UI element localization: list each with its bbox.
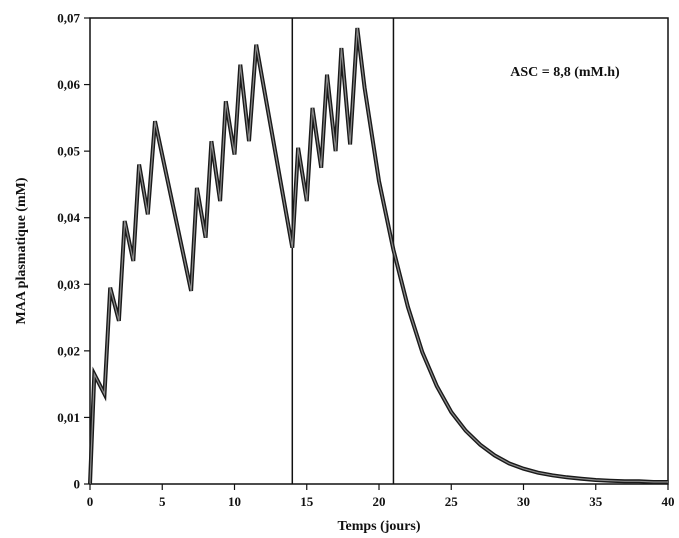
y-tick-label: 0,07 — [57, 11, 80, 26]
x-tick-label: 40 — [662, 494, 675, 509]
x-tick-label: 35 — [589, 494, 603, 509]
y-tick-label: 0,03 — [57, 277, 80, 292]
x-axis-title: Temps (jours) — [337, 519, 420, 534]
plot-area — [89, 17, 669, 485]
y-tick-label: 0,01 — [57, 410, 80, 425]
series-line — [88, 27, 668, 485]
y-tick-label: 0,05 — [57, 144, 80, 159]
series-layer — [88, 27, 668, 485]
x-tick-label: 25 — [445, 494, 459, 509]
x-tick-label: 30 — [517, 494, 530, 509]
x-tick-label: 5 — [159, 494, 166, 509]
vertical-markers — [291, 18, 395, 484]
x-tick-label: 10 — [228, 494, 241, 509]
y-tick-label: 0,06 — [57, 77, 80, 92]
y-axis-title: MAA plasmatique (mM) — [14, 177, 29, 324]
x-axis: 0 5 10 15 20 25 30 35 40 — [87, 484, 675, 509]
x-tick-label: 20 — [373, 494, 386, 509]
x-tick-label: 0 — [87, 494, 94, 509]
y-tick-label: 0 — [74, 477, 81, 492]
auc-annotation: ASC = 8,8 (mM.h) — [510, 65, 620, 80]
x-tick-label: 15 — [300, 494, 314, 509]
plot-frame — [89, 17, 669, 485]
y-tick-label: 0,04 — [57, 210, 80, 225]
y-axis: 0 0,01 0,02 0,03 0,04 0,05 0,06 0,07 — [57, 11, 90, 492]
series-line-inner — [89, 27, 668, 485]
y-tick-label: 0,02 — [57, 343, 80, 358]
